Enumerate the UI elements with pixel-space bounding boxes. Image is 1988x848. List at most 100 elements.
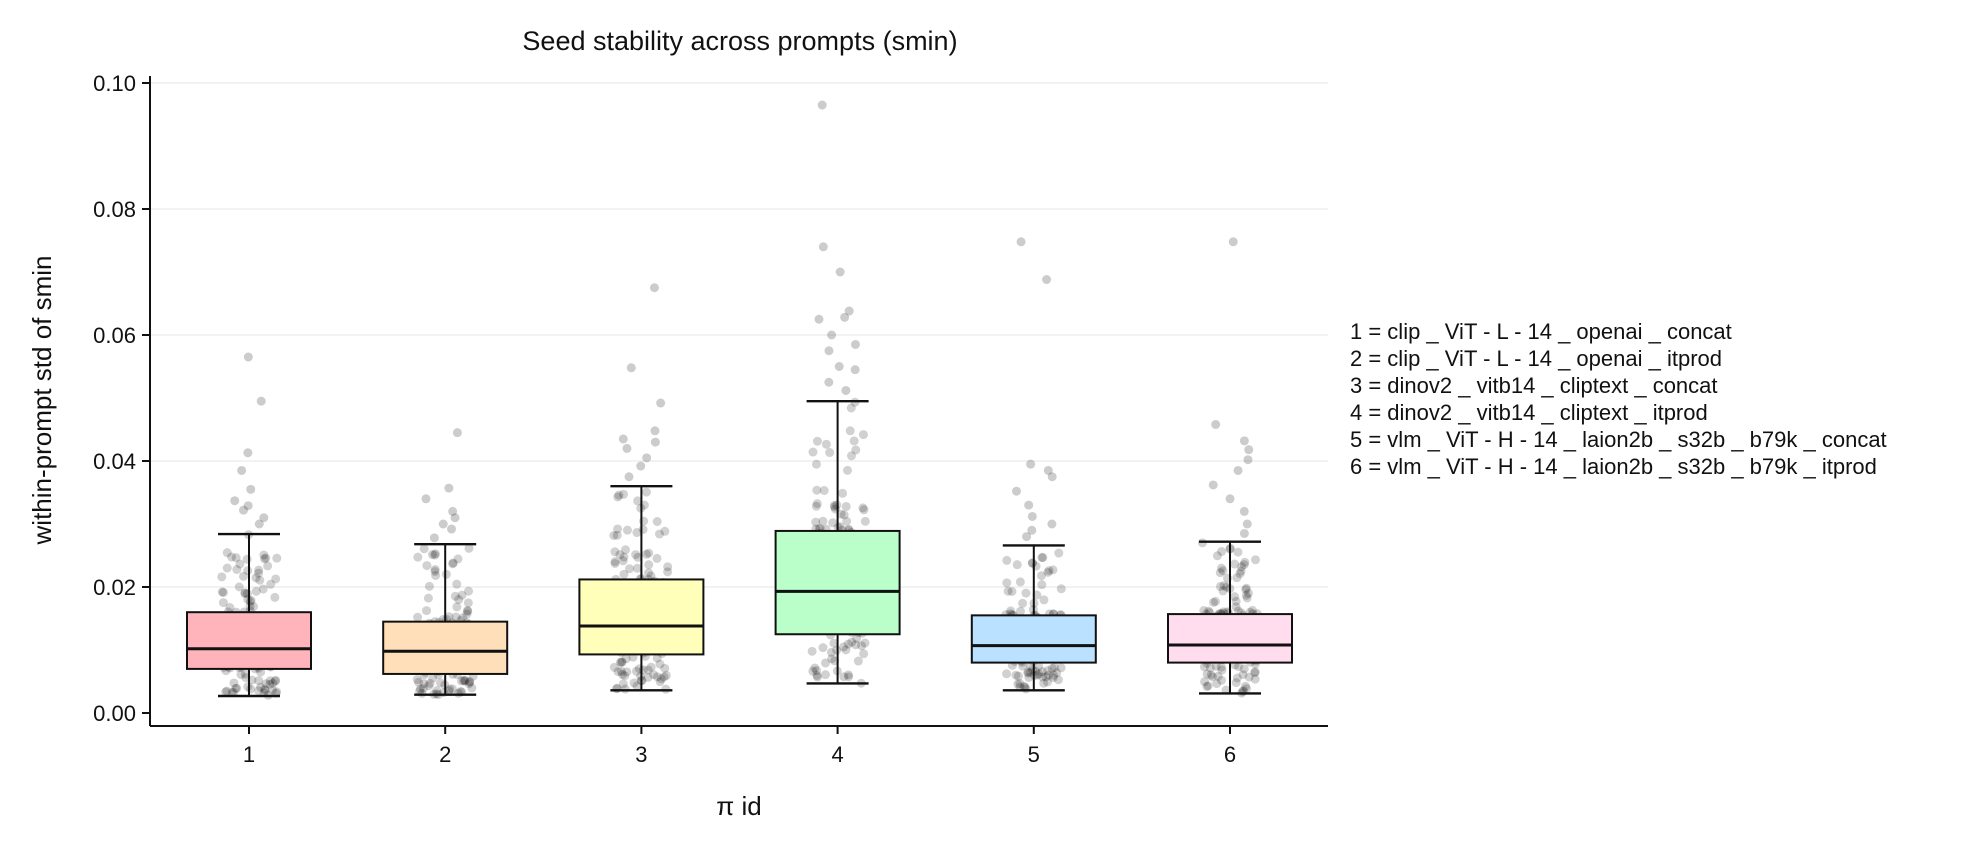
jitter-point: [818, 516, 828, 526]
jitter-point: [418, 683, 428, 693]
jitter-point: [444, 686, 454, 696]
jitter-point: [248, 602, 258, 612]
jitter-point: [462, 609, 472, 619]
outlier-point: [243, 352, 253, 362]
outlier-point: [1243, 455, 1253, 465]
jitter-point: [463, 606, 473, 616]
jitter-point: [1028, 665, 1038, 675]
outlier-points: [230, 100, 1254, 543]
jitter-point: [413, 552, 423, 562]
jitter-point: [1037, 667, 1047, 677]
legend-entry-5: 5 = vlm _ ViT - H - 14 _ laion2b _ s32b …: [1350, 427, 1887, 452]
jitter-point: [1197, 538, 1207, 548]
jitter-point: [836, 509, 846, 519]
jitter-point: [227, 687, 237, 697]
jitter-point: [465, 676, 475, 686]
jitter-point: [464, 586, 474, 596]
jitter-point: [643, 672, 653, 682]
jitter-point: [422, 561, 432, 571]
jitter-point: [1042, 677, 1052, 687]
jitter-point: [646, 571, 656, 581]
outlier-point: [1024, 500, 1034, 510]
jitter-point: [232, 564, 242, 574]
jitter-point: [1230, 592, 1240, 602]
jitter-point: [1025, 667, 1035, 677]
jitter-point: [1219, 581, 1229, 591]
jitter-point: [1240, 681, 1250, 691]
jitter-point: [1212, 679, 1222, 689]
jitter-point: [638, 525, 648, 535]
jitter-point: [240, 669, 250, 679]
outlier-point: [238, 505, 248, 515]
outlier-point: [650, 437, 660, 447]
outlier-point: [841, 385, 851, 395]
jitter-point: [254, 676, 264, 686]
jitter-point: [808, 447, 818, 457]
jitter-point: [618, 556, 628, 566]
jitter-point: [1216, 662, 1226, 672]
outlier-point: [1228, 237, 1238, 247]
jitter-point: [812, 485, 822, 495]
outlier-point: [824, 377, 834, 387]
outlier-point: [1016, 237, 1026, 247]
jitter-point: [1028, 558, 1038, 568]
outlier-point: [642, 453, 652, 463]
jitter-point: [431, 570, 441, 580]
jitter-point: [263, 561, 273, 571]
jitter-point: [1218, 586, 1228, 596]
jitter-point: [445, 684, 455, 694]
jitter-point: [460, 676, 470, 686]
jitter-point: [1006, 606, 1016, 616]
jitter-point: [849, 436, 859, 446]
jitter-point: [448, 558, 458, 568]
jitter-point: [1203, 681, 1213, 691]
jitter-point: [261, 553, 271, 563]
jitter-point: [260, 684, 270, 694]
x-ticks: 1 2 3 4 5 6: [243, 726, 1236, 767]
legend-entry-1: 1 = clip _ ViT - L - 14 _ openai _ conca…: [1350, 319, 1732, 344]
jitter-point: [245, 597, 255, 607]
jitter-point: [231, 553, 241, 563]
jitter-point: [1049, 670, 1059, 680]
jitter-point: [846, 403, 856, 413]
jitter-point: [652, 653, 662, 663]
jitter-point: [464, 679, 474, 689]
jitter-point: [1056, 663, 1066, 673]
jitter-point: [428, 673, 438, 683]
jitter-point: [1052, 668, 1062, 678]
jitter-point: [1018, 661, 1028, 671]
jitter-point: [217, 572, 227, 582]
jitter-point: [221, 687, 231, 697]
jitter-point: [851, 640, 861, 650]
jitter-point: [427, 550, 437, 560]
jitter-point: [259, 550, 269, 560]
jitter-point: [254, 568, 264, 578]
jitter-point: [1241, 684, 1251, 694]
jitter-point: [629, 678, 639, 688]
outlier-point: [1225, 494, 1235, 504]
jitter-point: [430, 564, 440, 574]
jitter-point: [424, 681, 434, 691]
outlier-point: [438, 519, 448, 529]
jitter-point: [255, 575, 265, 585]
jitter-point: [622, 525, 632, 535]
jitter-point: [612, 684, 622, 694]
jitter-point: [842, 465, 852, 475]
jitter-point: [652, 672, 662, 682]
outlier-point: [850, 339, 860, 349]
jitter-point: [243, 566, 253, 576]
jitter-point: [453, 554, 463, 564]
outlier-point: [1026, 459, 1036, 469]
jitter-point: [857, 641, 867, 651]
jitter-point: [1021, 684, 1031, 694]
jitter-point: [812, 670, 822, 680]
jitter-point: [242, 589, 252, 599]
jitter-point: [621, 654, 631, 664]
jitter-point: [266, 579, 276, 589]
outlier-point: [818, 242, 828, 252]
jitter-point: [1021, 588, 1031, 598]
jitter-point: [465, 677, 475, 687]
jitter-point: [844, 672, 854, 682]
jitter-point: [242, 554, 252, 564]
